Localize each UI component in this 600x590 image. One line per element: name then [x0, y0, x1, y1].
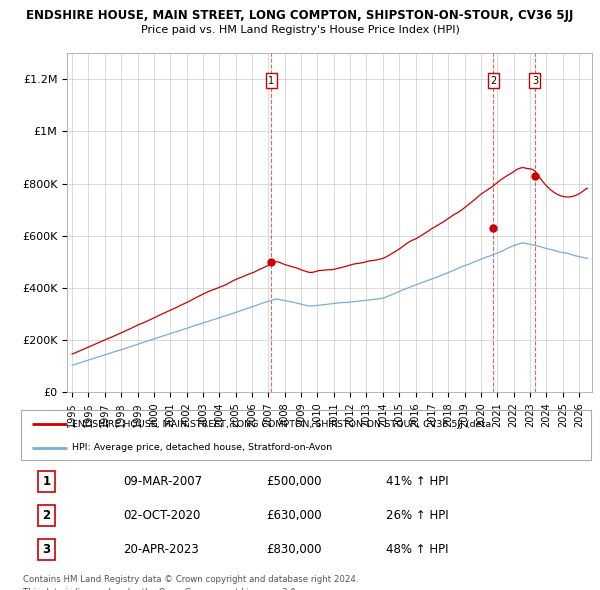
Text: 3: 3	[532, 76, 538, 86]
Text: 09-MAR-2007: 09-MAR-2007	[124, 475, 203, 488]
Text: ENDSHIRE HOUSE, MAIN STREET, LONG COMPTON, SHIPSTON-ON-STOUR, CV36 5JJ: ENDSHIRE HOUSE, MAIN STREET, LONG COMPTO…	[26, 9, 574, 22]
Text: 2: 2	[490, 76, 496, 86]
Text: 2: 2	[43, 509, 51, 522]
Text: Price paid vs. HM Land Registry's House Price Index (HPI): Price paid vs. HM Land Registry's House …	[140, 25, 460, 35]
Text: 48% ↑ HPI: 48% ↑ HPI	[386, 543, 448, 556]
Text: £630,000: £630,000	[266, 509, 322, 522]
Text: 1: 1	[43, 475, 51, 488]
Text: 1: 1	[268, 76, 275, 86]
Text: 3: 3	[43, 543, 51, 556]
Text: Contains HM Land Registry data © Crown copyright and database right 2024.
This d: Contains HM Land Registry data © Crown c…	[23, 575, 358, 590]
Text: 41% ↑ HPI: 41% ↑ HPI	[386, 475, 448, 488]
Text: 20-APR-2023: 20-APR-2023	[124, 543, 199, 556]
Text: HPI: Average price, detached house, Stratford-on-Avon: HPI: Average price, detached house, Stra…	[73, 443, 332, 452]
Text: 26% ↑ HPI: 26% ↑ HPI	[386, 509, 448, 522]
Text: ENDSHIRE HOUSE, MAIN STREET, LONG COMPTON, SHIPSTON-ON-STOUR, CV36 5JJ (deta: ENDSHIRE HOUSE, MAIN STREET, LONG COMPTO…	[73, 419, 491, 428]
Text: 02-OCT-2020: 02-OCT-2020	[124, 509, 201, 522]
Text: £500,000: £500,000	[266, 475, 322, 488]
Text: £830,000: £830,000	[266, 543, 322, 556]
